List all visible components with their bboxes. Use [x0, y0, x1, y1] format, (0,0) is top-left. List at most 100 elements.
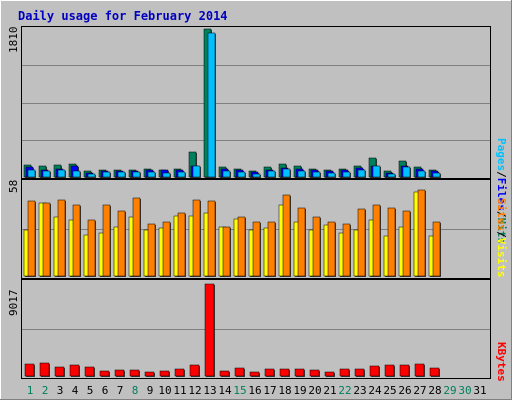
kbytes-bar [159, 370, 170, 377]
day-label: 30 [458, 384, 471, 397]
day-label: 31 [473, 384, 486, 397]
files-bar [192, 165, 201, 178]
files-bar [72, 170, 81, 178]
files-bar [222, 170, 231, 178]
sites-ymax-label: 58 [7, 180, 20, 193]
day-label: 19 [293, 384, 306, 397]
kbytes-bar [99, 370, 110, 377]
sites-bar [42, 202, 51, 277]
day-label: 10 [158, 384, 171, 397]
day-label: 7 [117, 384, 124, 397]
sites-bar [372, 204, 381, 277]
kbytes-bar [354, 368, 365, 377]
day-label: 20 [308, 384, 321, 397]
sites-bar [192, 199, 201, 277]
sites-bar [87, 219, 96, 277]
kbytes-bar [324, 371, 335, 377]
kbytes-bar [264, 368, 275, 377]
kbytes-bar [279, 368, 290, 377]
legend-sep-3: / [495, 231, 508, 238]
sites-bar [162, 221, 171, 277]
files-bar [87, 173, 96, 178]
kbytes-bar [249, 371, 260, 377]
day-label: 3 [57, 384, 64, 397]
sites-bar [312, 216, 321, 277]
kbytes-bar [399, 364, 410, 377]
sites-bar [117, 210, 126, 277]
day-label: 6 [102, 384, 109, 397]
kbytes-bar [174, 368, 185, 377]
sites-bar [132, 197, 141, 277]
day-label: 16 [248, 384, 261, 397]
legend-sites: Sites [495, 198, 508, 231]
day-label: 24 [368, 384, 382, 397]
kbytes-bar [114, 369, 125, 377]
files-bar [207, 32, 216, 178]
files-bar [132, 171, 141, 178]
day-axis-labels: 1 2 3 4 5 6 7 8 9 10 11 12 13 14 15 16 17 18 19 20 21 22 23 24 2… [27, 384, 487, 397]
kbytes-bar [84, 366, 95, 377]
legend-visits: Visits [495, 238, 508, 278]
sites-bar [147, 223, 156, 277]
sites-bar [177, 212, 186, 277]
files-bar [117, 171, 126, 178]
kbytes-bars [24, 283, 440, 377]
day-label: 25 [383, 384, 396, 397]
kbytes-ymax-label: 9017 [7, 290, 20, 317]
hits-panel-frame [21, 26, 491, 179]
chart-title: Daily usage for February 2014 [18, 9, 228, 23]
kbytes-bar [24, 363, 35, 377]
day-label: 15 [233, 384, 246, 397]
legend-sep-2: / [495, 211, 508, 218]
sites-bar [102, 204, 111, 277]
files-bar [162, 172, 171, 178]
day-label: 11 [173, 384, 186, 397]
files-bar [432, 172, 441, 178]
kbytes-bar [234, 367, 245, 377]
files-bar [27, 169, 36, 178]
files-bar [252, 173, 261, 178]
sites-bar [237, 216, 246, 277]
day-label: 18 [278, 384, 291, 397]
sites-bar [417, 189, 426, 277]
sites-bars [23, 189, 441, 277]
hits-legend: Pages/Files/Hits [495, 138, 508, 244]
files-bar [282, 168, 291, 178]
files-bar [57, 169, 66, 178]
sites-bar [207, 200, 216, 277]
legend-sep-1: / [495, 171, 508, 178]
day-label: 8 [132, 384, 139, 397]
kbytes-bar [384, 364, 395, 377]
sites-bar [327, 221, 336, 277]
sites-bar [357, 208, 366, 277]
sites-bar [402, 210, 411, 277]
hits-gridlines [22, 65, 490, 141]
sites-bar [342, 223, 351, 277]
kbytes-bar [339, 368, 350, 377]
files-bar [402, 166, 411, 178]
day-label: 27 [413, 384, 426, 397]
files-bar [102, 171, 111, 178]
day-label: 4 [72, 384, 79, 397]
kbytes-bar [414, 363, 425, 377]
day-label: 17 [263, 384, 276, 397]
files-bar [297, 170, 306, 178]
kbytes-bar [129, 369, 140, 377]
sites-bar [282, 194, 291, 277]
sites-visits-panel: 58 Sites/Visits [7, 179, 508, 279]
day-label: 12 [188, 384, 201, 397]
hits-ymax-label: 1810 [7, 27, 20, 54]
day-label: 13 [203, 384, 216, 397]
files-bar [177, 171, 186, 178]
day-label: 14 [218, 384, 232, 397]
kbytes-bar [144, 371, 155, 377]
sites-bar [267, 221, 276, 277]
files-bar [237, 171, 246, 178]
legend-kbytes: KBytes [495, 342, 508, 382]
day-label: 28 [428, 384, 441, 397]
kbytes-bar [429, 367, 440, 377]
hits-files-pages-panel: 1810 Pages/Files/Hits [7, 26, 508, 244]
day-label: 23 [353, 384, 366, 397]
hits-bars [23, 28, 441, 178]
